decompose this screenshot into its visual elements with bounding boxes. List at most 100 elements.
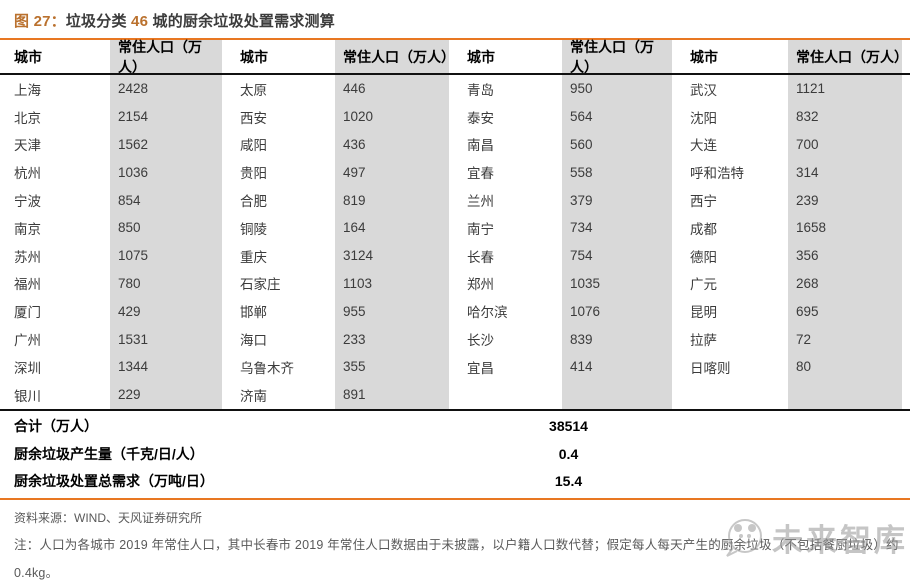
summary-row-per-capita: 厨余垃圾产生量（千克/日/人） 0.4 [0,440,910,468]
table-row: 南京 850 铜陵 164 南宁 734 成都 1658 [0,213,910,242]
population-cell: 1121 [788,75,910,103]
population-cell: 356 [788,241,910,270]
city-cell: 福州 [14,277,41,293]
population-cell: 558 [562,158,680,187]
city-cell: 银川 [14,388,41,404]
summary-value: 38514 [549,418,588,435]
city-cell: 贵阳 [240,166,267,182]
population-cell: 429 [110,297,230,326]
city-cell: 泰安 [467,110,494,126]
population-cell: 754 [562,241,680,270]
table-row: 深圳 1344 乌鲁木齐 355 宜昌 414 日喀则 80 [0,352,910,381]
population-cell: 1562 [110,130,230,159]
city-cell: 重庆 [240,249,267,265]
population-cell: 1036 [110,158,230,187]
population-cell: 3124 [335,241,457,270]
table-row: 苏州 1075 重庆 3124 长春 754 德阳 356 [0,241,910,270]
city-cell: 上海 [14,82,41,98]
population-cell: 819 [335,186,457,214]
population-cell: 2428 [110,75,230,103]
city-cell: 深圳 [14,360,41,376]
city-cell: 呼和浩特 [690,166,744,182]
city-cell [457,381,562,409]
population-cell: 233 [335,325,457,353]
header-population: 常住人口（万人） [335,40,457,73]
city-cell: 南昌 [467,138,494,154]
population-cell: 564 [562,102,680,131]
city-cell: 宁波 [14,194,41,210]
population-cell: 891 [335,380,457,409]
population-cell: 950 [562,75,680,103]
city-cell: 太原 [240,82,267,98]
population-cell: 436 [335,130,457,159]
population-cell: 1531 [110,325,230,353]
population-cell: 446 [335,75,457,103]
city-cell: 广州 [14,333,41,349]
summary-row-total: 合计（万人） 38514 [0,413,910,441]
population-cell: 1075 [110,241,230,270]
table-row: 上海 2428 太原 446 青岛 950 武汉 1121 [0,75,910,103]
city-cell: 咸阳 [240,138,267,154]
summary-row-total-demand: 厨余垃圾处置总需求（万吨/日） 15.4 [0,468,910,496]
population-cell: 379 [562,186,680,214]
city-cell: 南京 [14,221,41,237]
table-row: 宁波 854 合肥 819 兰州 379 西宁 239 [0,186,910,214]
population-cell: 850 [110,213,230,242]
city-cell [680,381,788,409]
population-cell: 839 [562,325,680,353]
city-cell: 宜昌 [467,360,494,376]
table-row: 厦门 429 邯郸 955 哈尔滨 1076 昆明 695 [0,297,910,326]
city-cell: 哈尔滨 [467,305,508,321]
population-cell: 164 [335,213,457,242]
summary-label: 合计（万人） [14,418,98,435]
city-cell: 兰州 [467,194,494,210]
header-city: 城市 [14,48,42,65]
city-cell: 郑州 [467,277,494,293]
population-cell: 497 [335,158,457,187]
city-cell: 青岛 [467,82,494,98]
city-cell: 长沙 [467,333,494,349]
city-cell: 西安 [240,110,267,126]
population-cell: 955 [335,297,457,326]
header-population: 常住人口（万人） [788,40,910,73]
population-cell: 832 [788,102,910,131]
city-cell: 济南 [240,388,267,404]
summary-value: 0.4 [558,445,579,462]
city-cell: 杭州 [14,166,41,182]
city-cell: 合肥 [240,194,267,210]
population-cell: 268 [788,269,910,298]
city-cell: 北京 [14,110,41,126]
population-cell: 854 [110,186,230,214]
city-cell: 日喀则 [690,360,731,376]
city-cell: 西宁 [690,194,717,210]
city-cell: 天津 [14,138,41,154]
city-cell: 长春 [467,249,494,265]
table-row: 广州 1531 海口 233 长沙 839 拉萨 72 [0,325,910,353]
city-cell: 成都 [690,221,717,237]
population-cell: 229 [110,380,230,409]
population-cell: 695 [788,297,910,326]
population-cell: 780 [110,269,230,298]
population-cell: 734 [562,213,680,242]
header-city: 城市 [240,48,268,65]
population-cell [788,380,910,409]
table-body: 上海 2428 太原 446 青岛 950 武汉 1121 北京 2154 西安 1020 泰安 564 沈… [0,75,910,409]
population-cell: 355 [335,352,457,381]
city-cell: 南宁 [467,221,494,237]
city-cell: 海口 [240,333,267,349]
footnote: 注：人口为各城市 2019 年常住人口，其中长春市 2019 年常住人口数据由于… [14,538,899,580]
city-cell: 乌鲁木齐 [240,360,294,376]
city-cell: 邯郸 [240,305,267,321]
summary-value: 15.4 [554,473,583,490]
city-cell: 广元 [690,277,717,293]
city-cell: 大连 [690,138,717,154]
figure-title-part1: 垃圾分类 [65,13,132,30]
population-cell: 1035 [562,269,680,298]
header-population: 常住人口（万人） [110,39,230,75]
population-cell: 1658 [788,213,910,242]
table-row: 杭州 1036 贵阳 497 宜春 558 呼和浩特 314 [0,158,910,187]
population-cell: 314 [788,158,910,187]
city-cell: 苏州 [14,249,41,265]
city-cell: 沈阳 [690,110,717,126]
